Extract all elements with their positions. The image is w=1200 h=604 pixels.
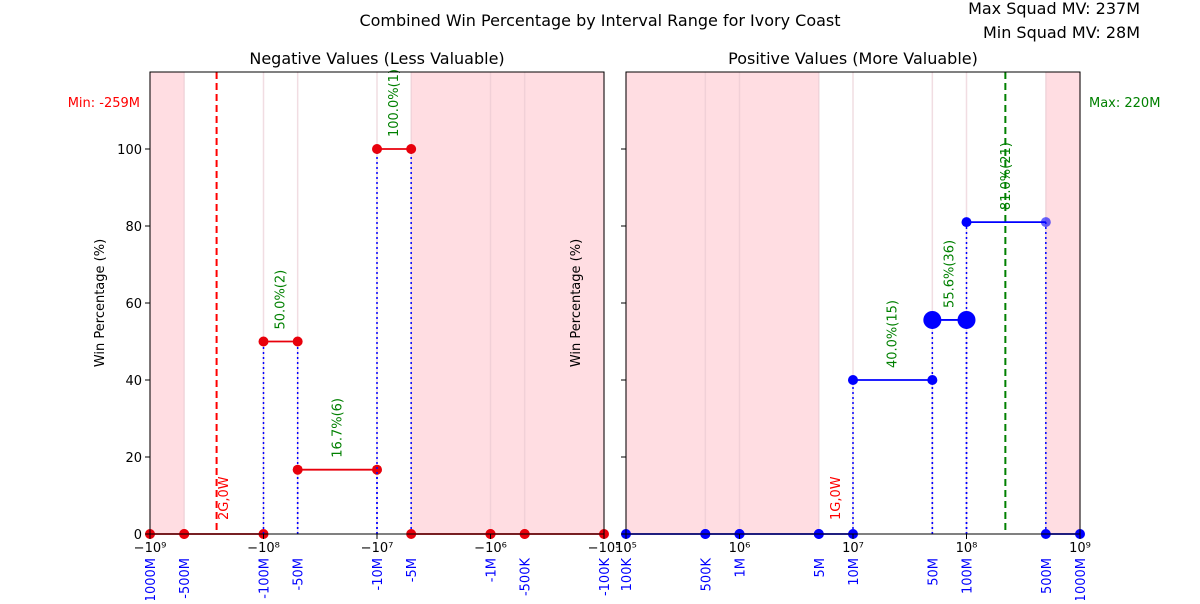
data-point — [961, 217, 972, 228]
y-axis-label: Win Percentage (%) — [569, 239, 584, 367]
y-tick-label: 100 — [117, 143, 142, 158]
boundary-label: -5M — [405, 558, 420, 582]
x-tick-label: 10⁷ — [842, 541, 864, 556]
max-squad-mv-text: Max Squad MV: 237M — [968, 0, 1140, 18]
boundary-label: -1M — [485, 558, 500, 582]
shaded-range — [1045, 72, 1080, 534]
segment-annotation: 2G,0W — [217, 476, 232, 520]
data-point — [406, 144, 417, 154]
min-squad-mv-text: Min Squad MV: 28M — [983, 23, 1140, 42]
y-tick-label: 60 — [125, 297, 142, 312]
panel-title: Negative Values (Less Valuable) — [249, 49, 504, 68]
negative-values-panel: Min: -259M 2G,0W 50.0%(2) 16.7%(6) 100.0%(1)… — [68, 49, 621, 604]
y-tick-label: 20 — [125, 451, 142, 466]
boundary-label: -500M — [178, 558, 193, 599]
data-point — [372, 144, 382, 154]
segment-annotation: 1G,0W — [829, 476, 844, 520]
boundary-label: 1000M — [1074, 558, 1089, 600]
segment-annotation: 16.7%(6) — [330, 398, 345, 458]
boundary-label: -50M — [292, 558, 307, 590]
segment-annotation: 40.0%(15) — [886, 300, 901, 368]
y-tick-label: 80 — [125, 220, 142, 235]
positive-values-panel: Max: 220M 1G,0W 40.0%(15) 55.6%(36) 81.0%(21… — [569, 49, 1160, 602]
data-point — [292, 336, 303, 347]
data-point — [258, 336, 269, 347]
boundary-label: 10M — [847, 558, 862, 586]
boundary-label: 500M — [1040, 558, 1055, 594]
reference-line-label: Min: -259M — [68, 96, 140, 111]
data-point — [372, 464, 382, 475]
data-point — [848, 375, 858, 385]
reference-line-label: Max: 220M — [1089, 96, 1160, 111]
panel-title: Positive Values (More Valuable) — [728, 49, 978, 68]
segment-annotation: 100.0%(1) — [387, 69, 402, 137]
x-tick-label: 10⁵ — [615, 541, 637, 556]
data-point — [1040, 217, 1051, 228]
boundary-label: 5M — [813, 558, 828, 578]
boundary-label: -1000M — [144, 558, 159, 600]
boundary-label: -500K — [519, 558, 534, 597]
boundary-label: -10M — [371, 558, 386, 590]
y-axis-label: Win Percentage (%) — [93, 239, 108, 367]
x-tick-label: −10⁹ — [134, 541, 167, 556]
boundary-label: 100K — [620, 558, 635, 592]
shaded-range — [150, 72, 185, 534]
data-point — [292, 464, 303, 475]
data-point — [927, 375, 938, 385]
segment-annotation: 50.0%(2) — [274, 270, 289, 330]
boundary-label: 1M — [734, 558, 749, 578]
shaded-range — [411, 72, 604, 534]
boundary-label: -100M — [258, 558, 273, 599]
segment-annotation: 55.6%(36) — [942, 240, 957, 308]
boundary-label: -100K — [598, 558, 613, 597]
x-tick-label: −10⁶ — [474, 541, 507, 556]
boundary-label: 500K — [699, 558, 714, 592]
x-tick-label: 10⁸ — [956, 541, 978, 556]
chart-suptitle: Combined Win Percentage by Interval Rang… — [359, 11, 840, 30]
data-point — [957, 310, 976, 329]
x-tick-label: −10⁷ — [361, 541, 394, 556]
x-tick-label: 10⁶ — [729, 541, 751, 556]
y-tick-label: 40 — [125, 374, 142, 389]
boundary-label: 100M — [961, 558, 976, 594]
x-tick-label: −10⁸ — [247, 541, 280, 556]
segment-annotation: 81.0%(21) — [999, 142, 1014, 210]
data-point — [923, 310, 942, 329]
x-tick-label: −10⁵ — [588, 541, 621, 556]
y-tick-label: 0 — [134, 528, 142, 543]
x-tick-label: 10⁹ — [1069, 541, 1091, 556]
boundary-label: 50M — [926, 558, 941, 586]
shaded-range — [626, 72, 819, 534]
